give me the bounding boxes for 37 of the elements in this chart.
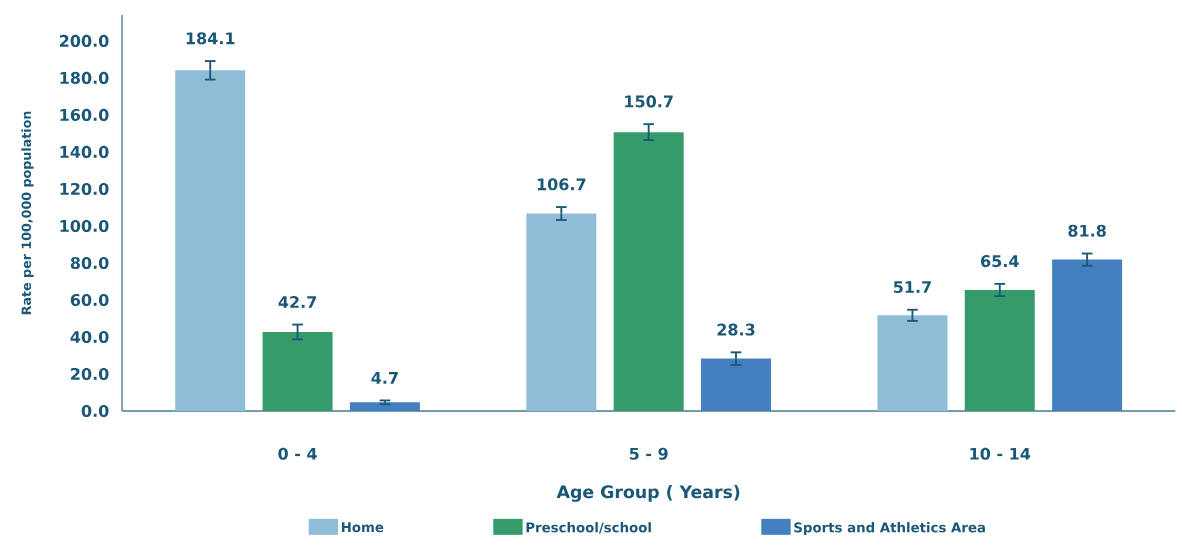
y-tick-label: 100.0 bbox=[60, 219, 109, 232]
data-label: 184.1 bbox=[186, 32, 235, 45]
y-tick-label: 80.0 bbox=[70, 256, 109, 270]
data-label: 81.8 bbox=[1068, 224, 1106, 237]
y-tick-label: 200.0 bbox=[59, 34, 109, 47]
x-tick-label: 0 - 4 bbox=[278, 447, 317, 460]
data-label: 51.7 bbox=[893, 281, 931, 294]
bar bbox=[262, 331, 333, 411]
legend-label: Preschool/school bbox=[526, 522, 651, 534]
y-tick-label: 40.0 bbox=[70, 330, 109, 344]
bar bbox=[175, 70, 246, 411]
x-tick-label: 10 - 14 bbox=[970, 447, 1031, 460]
data-label: 150.7 bbox=[625, 95, 673, 108]
data-label: 4.7 bbox=[371, 372, 398, 384]
y-tick-label: 180.0 bbox=[60, 71, 109, 84]
data-label: 65.4 bbox=[981, 255, 1019, 268]
y-tick-label: 20.0 bbox=[71, 367, 109, 381]
bar bbox=[701, 358, 771, 411]
x-axis-title: Age Group ( Years) bbox=[556, 484, 740, 502]
bar bbox=[613, 132, 684, 411]
data-label: 28.3 bbox=[717, 323, 755, 336]
legend-label: Sports and Athletics Area bbox=[794, 522, 985, 536]
y-tick-label: 160.0 bbox=[60, 108, 109, 121]
bar bbox=[964, 289, 1035, 411]
data-label: 42.7 bbox=[278, 295, 317, 308]
y-tick-label: 120.0 bbox=[60, 182, 109, 195]
bar bbox=[526, 213, 597, 411]
bar bbox=[349, 402, 420, 411]
y-tick-label: 140.0 bbox=[60, 145, 109, 158]
x-tick-label: 5 - 9 bbox=[629, 447, 668, 460]
y-axis-title: Rate per 100,000 population bbox=[21, 111, 34, 315]
y-tick-label: 0.0 bbox=[81, 404, 109, 418]
bar bbox=[877, 315, 948, 411]
y-tick-label: 60.0 bbox=[70, 293, 109, 307]
legend-label: Home bbox=[341, 522, 384, 533]
data-label: 106.7 bbox=[537, 178, 586, 191]
bar bbox=[1052, 259, 1123, 411]
